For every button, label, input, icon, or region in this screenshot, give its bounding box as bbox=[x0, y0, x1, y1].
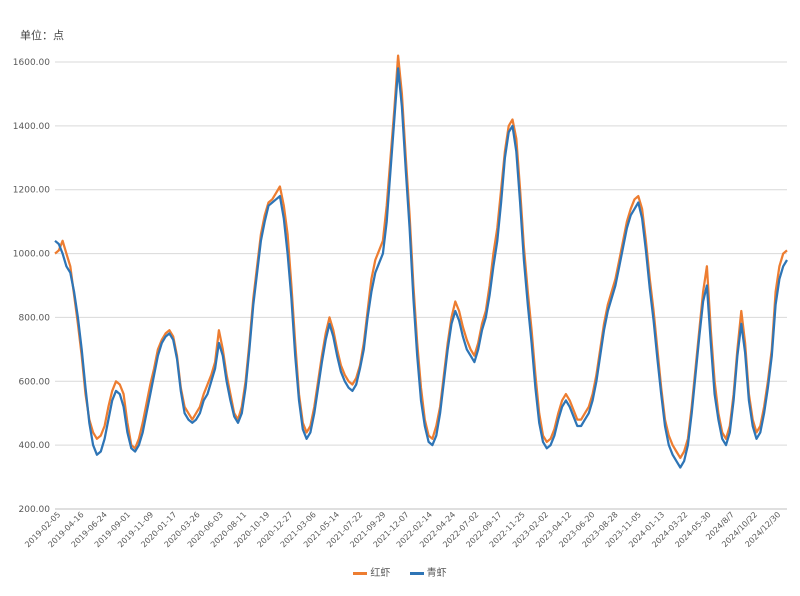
series-lines bbox=[54, 54, 788, 469]
y-tick-label: 200.00 bbox=[19, 505, 51, 515]
y-tick-label: 1200.00 bbox=[13, 186, 50, 196]
y-tick-label: 800.00 bbox=[19, 313, 51, 323]
x-axis-labels: 2019-02-052019-04-162019-06-242019-09-01… bbox=[23, 510, 782, 549]
legend-label-qing: 青虾 bbox=[426, 568, 447, 579]
legend-item-qing: 青虾 bbox=[409, 564, 447, 579]
legend-label-hong: 红虾 bbox=[370, 568, 391, 579]
gridlines bbox=[55, 61, 787, 510]
unit-label: 单位：点 bbox=[20, 29, 64, 42]
y-tick-label: 1000.00 bbox=[13, 250, 50, 260]
legend-swatch-qing bbox=[409, 571, 424, 575]
series-line-qing bbox=[54, 67, 788, 469]
y-tick-label: 400.00 bbox=[19, 441, 51, 451]
legend-item-hong: 红虾 bbox=[353, 564, 390, 579]
y-tick-label: 1400.00 bbox=[13, 122, 50, 132]
legend: 红虾 青虾 bbox=[0, 564, 800, 579]
y-tick-label: 600.00 bbox=[19, 377, 51, 387]
y-axis-labels: 200.00 400.00 600.00 800.00 1000.00 1200.00 14… bbox=[13, 58, 50, 515]
y-tick-label: 1600.00 bbox=[13, 58, 50, 68]
legend-swatch-hong bbox=[353, 571, 368, 575]
